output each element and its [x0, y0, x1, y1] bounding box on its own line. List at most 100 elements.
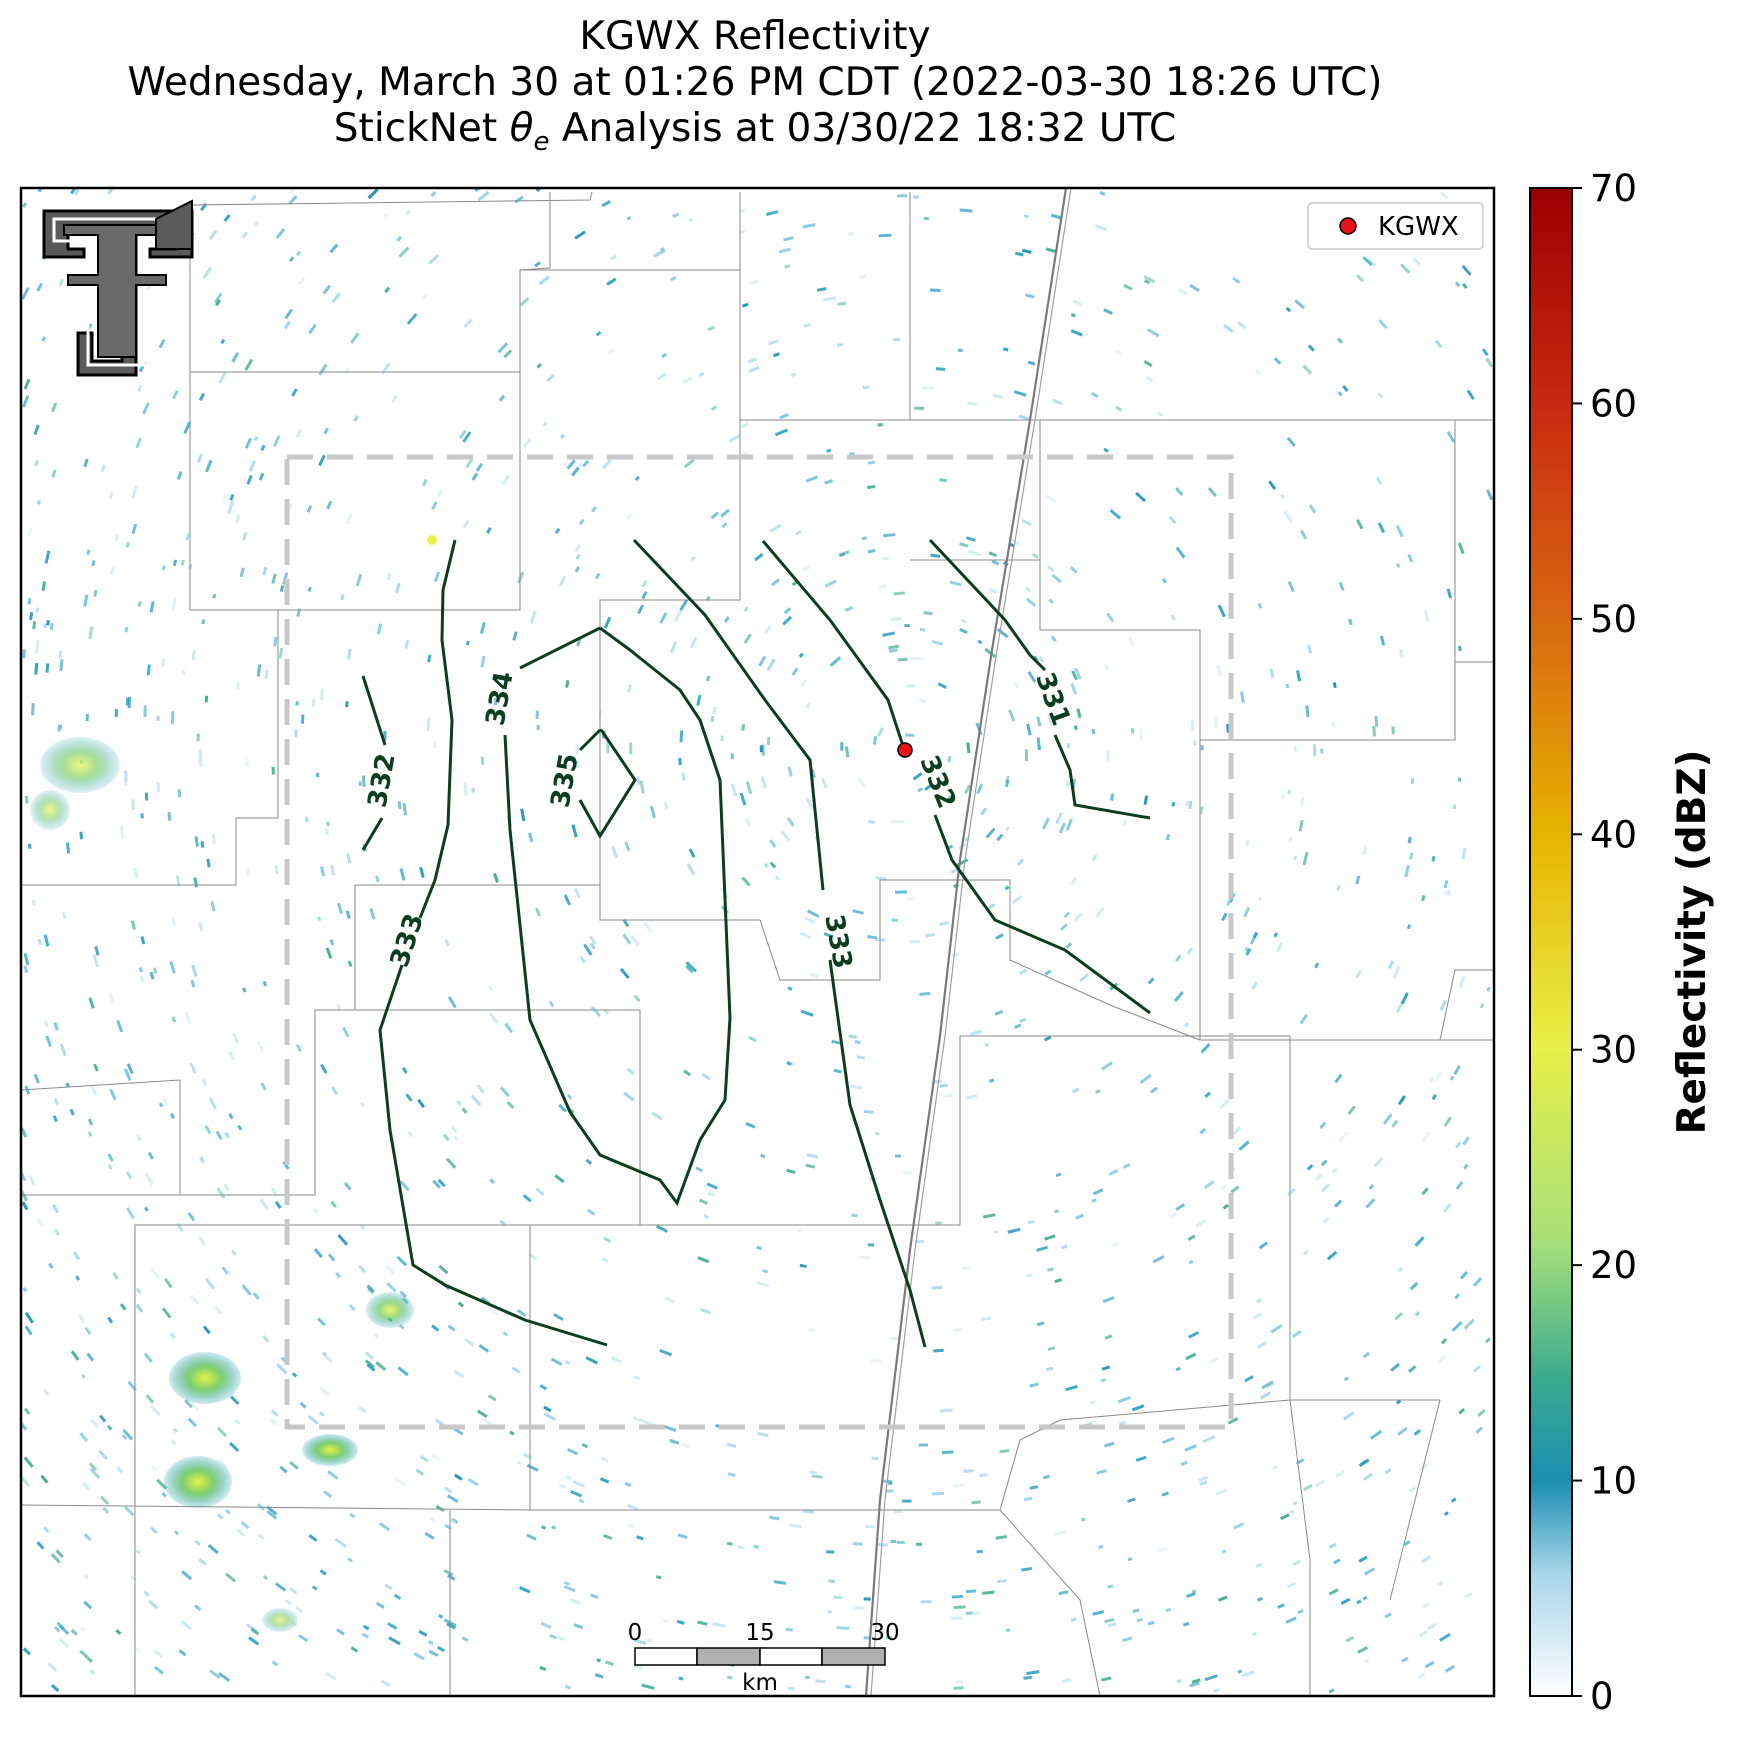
county-line [1289, 1399, 1311, 1696]
echo-pixel [1446, 430, 1456, 443]
echo-pixel [1328, 1588, 1339, 1596]
texas-tech-logo [42, 199, 194, 377]
echo-pixel [1458, 975, 1466, 988]
echo-pixel [177, 789, 182, 798]
colorbar-gradient [1529, 187, 1573, 1697]
echo-pixel [963, 1468, 974, 1473]
echo-pixel [1291, 1330, 1302, 1339]
echo-pixel [856, 1055, 866, 1060]
echo-pixel [161, 1307, 172, 1319]
echo-pixel [798, 652, 804, 658]
echo-pixel [695, 1166, 704, 1173]
echo-pixel [395, 582, 401, 594]
echo-pixel [1221, 1549, 1227, 1554]
echo-pixel [1019, 1017, 1027, 1024]
map-border [19, 186, 1496, 1698]
echo-pixel [330, 1200, 337, 1209]
scale-segment [759, 1647, 823, 1666]
echo-pixel [1115, 405, 1123, 412]
echo-pixel [1131, 1404, 1145, 1412]
echo-pixel [1152, 1255, 1165, 1264]
echo-pixel [1251, 981, 1258, 990]
echo-pixel [245, 758, 249, 767]
echo-pixel [1027, 360, 1036, 366]
echo-pixel [757, 1281, 770, 1288]
echo-pixel [917, 787, 923, 793]
echo-pixel [939, 478, 947, 483]
echo-pixel [698, 371, 705, 378]
echo-pixel [481, 1417, 494, 1427]
radar-echo-layer [21, 188, 1494, 1694]
echo-pixel [75, 1275, 81, 1281]
echo-pixel [1345, 1636, 1355, 1643]
echo-pixel [320, 1063, 328, 1074]
echo-pixel [769, 523, 782, 533]
echo-pixel [710, 715, 715, 723]
echo-pixel [683, 458, 695, 469]
echo-pixel [1396, 563, 1401, 568]
echo-pixel [1202, 1435, 1216, 1444]
echo-pixel [789, 1523, 803, 1529]
echo-pixel [1161, 577, 1168, 584]
scale-tick-label: 30 [870, 1620, 899, 1646]
echo-pixel [1175, 1203, 1186, 1211]
echo-pixel [453, 1369, 465, 1379]
county-line [21, 1079, 315, 1196]
echo-pixel [153, 1665, 164, 1675]
echo-pixel [194, 836, 199, 847]
echo-pixel [446, 1494, 459, 1503]
echo-pixel [542, 421, 548, 427]
echo-pixel [984, 647, 997, 659]
echo-pixel [791, 667, 799, 676]
echo-pixel [535, 710, 540, 720]
echo-cell [40, 737, 120, 793]
echo-pixel [891, 918, 899, 922]
echo-pixel [1414, 1236, 1425, 1247]
echo-pixel [1481, 348, 1489, 357]
echo-pixel [1127, 1557, 1133, 1562]
echo-pixel [1459, 1271, 1469, 1280]
echo-pixel [1047, 1267, 1054, 1272]
echo-pixel [765, 210, 779, 216]
echo-pixel [1479, 1003, 1485, 1009]
echo-pixel [1158, 1546, 1168, 1553]
echo-pixel [184, 1011, 192, 1024]
echo-pixel [774, 875, 780, 881]
echo-pixel [329, 939, 335, 946]
echo-pixel [705, 675, 711, 682]
echo-pixel [827, 1610, 833, 1614]
echo-pixel [478, 1344, 490, 1353]
echo-pixel [1473, 1364, 1482, 1373]
echo-pixel [437, 490, 443, 497]
echo-pixel [1443, 879, 1449, 889]
echo-pixel [1018, 968, 1028, 976]
echo-pixel [1230, 1185, 1240, 1194]
echo-pixel [384, 286, 391, 294]
echo-pixel [745, 781, 753, 795]
echo-pixel [1302, 851, 1309, 866]
echo-pixel [214, 1306, 223, 1315]
echo-pixel [1027, 671, 1037, 683]
echo-pixel [844, 606, 854, 612]
echo-pixel [783, 236, 794, 242]
echo-pixel [1328, 1542, 1337, 1549]
echo-pixel [1063, 911, 1071, 919]
echo-pixel [1249, 932, 1259, 945]
echo-pixel [311, 699, 316, 707]
colorbar-tick-label: 10 [1590, 1460, 1637, 1503]
echo-pixel [83, 1533, 92, 1542]
echo-pixel [476, 1084, 485, 1094]
echo-pixel [350, 1646, 359, 1653]
echo-pixel [90, 1418, 100, 1429]
echo-pixel [102, 1506, 110, 1514]
echo-pixel [325, 947, 333, 959]
echo-pixel [21, 1201, 29, 1211]
echo-pixel [289, 188, 299, 195]
contour-332 [361, 675, 387, 746]
echo-pixel [53, 1098, 59, 1106]
echo-pixel [913, 195, 919, 199]
echo-pixel [611, 845, 619, 859]
echo-pixel [979, 1473, 988, 1478]
echo-pixel [197, 1236, 207, 1246]
echo-pixel [451, 1125, 458, 1133]
